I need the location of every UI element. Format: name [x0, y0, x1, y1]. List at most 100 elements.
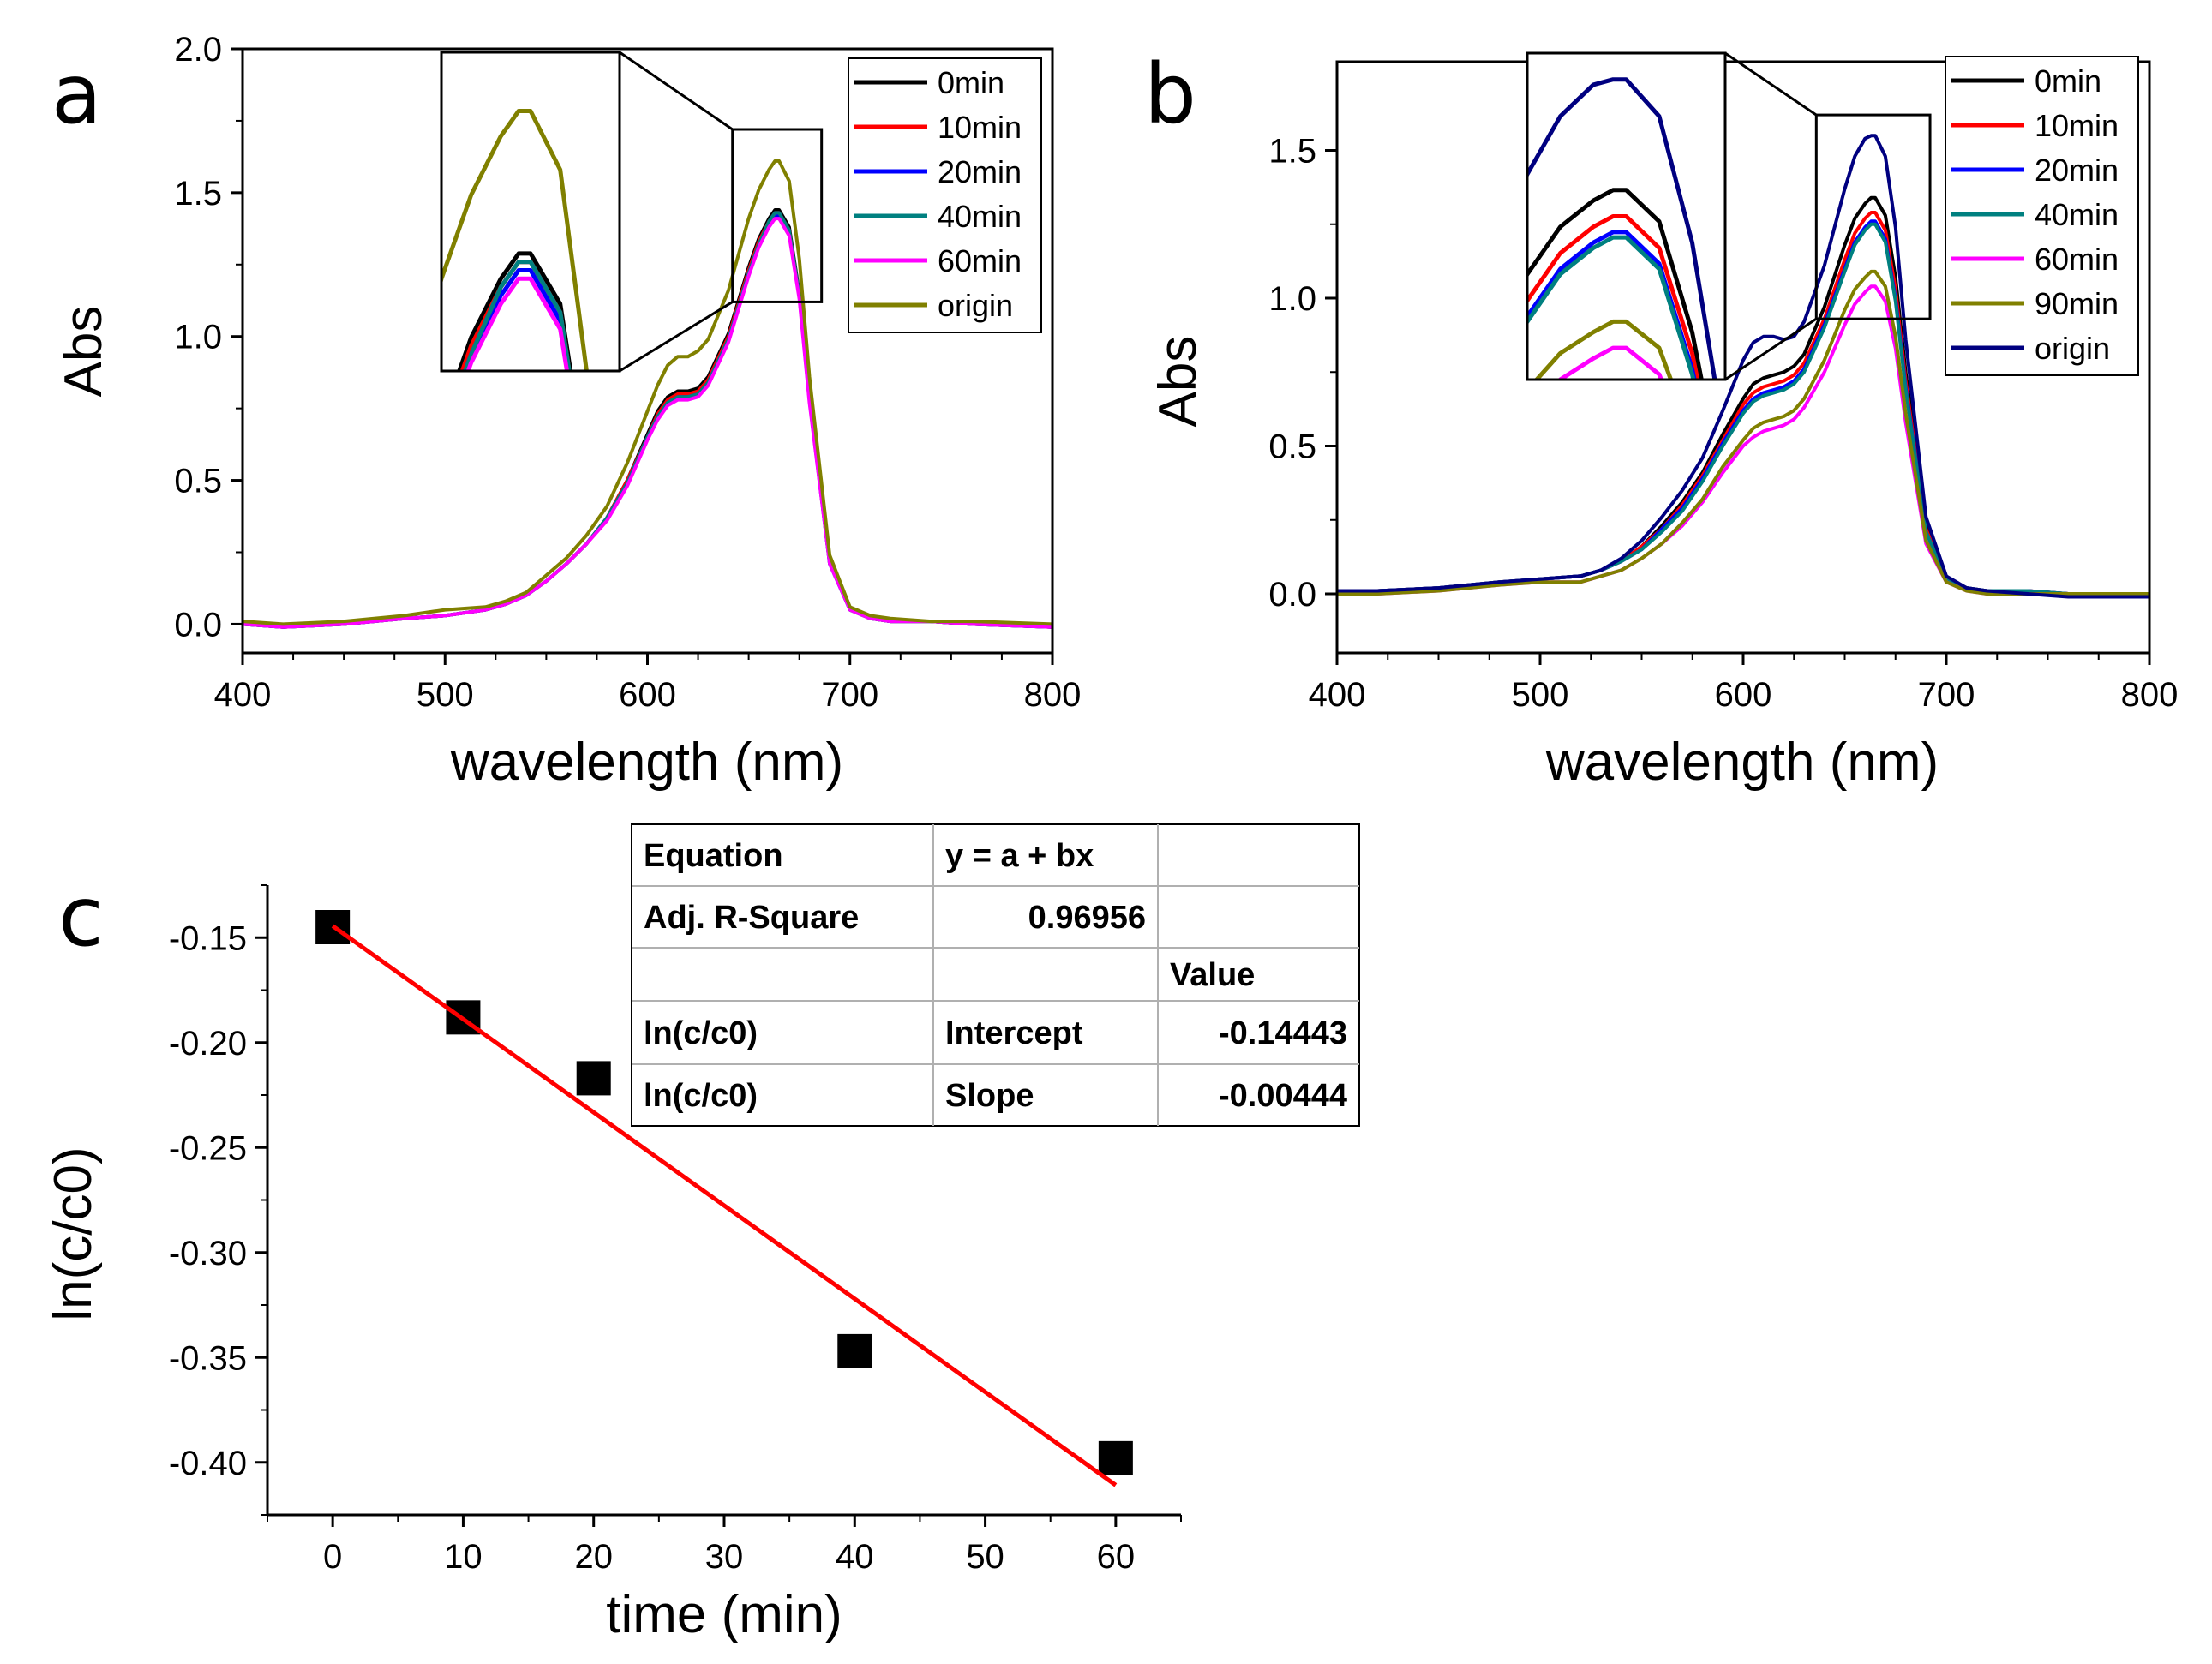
panel-b-inset-line-90min	[1533, 319, 1674, 380]
panel-a-plot-area: 400 500 600 700 800 0.0 0.5 1.0 1.5 2.0	[174, 31, 1081, 714]
panel-b-y-tick-label: 0.5	[1268, 428, 1316, 466]
panel-c-x-tick-label: 60	[1097, 1538, 1136, 1576]
panel-a-zoom-connector	[619, 301, 734, 373]
panel-a-y-tick-label: 0.5	[174, 463, 222, 500]
panel-b-inset-line-20min	[1527, 230, 1697, 380]
panel-a-y-tick-label: 1.5	[174, 175, 222, 212]
panel-b-zoom-connector	[1724, 317, 1818, 381]
panel-c-x-tick-label: 40	[836, 1538, 874, 1576]
panel-b-series-line-90min	[1337, 269, 2149, 596]
panel-b-plot-area: 400 500 600 700 800 0.0 0.5 1.0 1.5	[1268, 60, 2179, 714]
panel-c-fit-table-cell: Intercept	[945, 1015, 1083, 1051]
panel-b-zoom-box	[1814, 113, 1932, 320]
panel-b-legend-label: 90min	[2035, 286, 2119, 321]
panel-b-legend-label: 20min	[2035, 153, 2119, 188]
panel-b-legend: 0min 10min 20min 40min 60min 90min origin	[1945, 56, 2139, 376]
panel-c-fit-table: Equation y = a + bx Adj. R-Square 0.96956 Va…	[631, 823, 1360, 1127]
panel-a-y-tick-label: 2.0	[174, 31, 222, 69]
panel-c-fit-table-cell: Adj. R-Square	[644, 900, 859, 936]
panel-c-fit-table-cell: Value	[1170, 957, 1255, 993]
panel-a-zoom-connector	[619, 51, 734, 131]
panel-b-legend-label: origin	[2035, 331, 2110, 366]
panel-a-y-tick-label: 1.0	[174, 319, 222, 356]
panel-b-inset-line-40min	[1527, 235, 1696, 380]
panel-c-y-tick-label: -0.15	[169, 919, 247, 957]
panel-a-series-group	[243, 159, 1052, 629]
panel-a-inset-frame	[440, 51, 621, 373]
panel-b-x-tick-label: 600	[1715, 676, 1772, 714]
panel-c-plot-area: 0 10 20 30 40 50 60 -0.15 -0.20 -0.25 -0.30 -0.35 -0…	[169, 884, 1182, 1576]
panel-b-zoom-connector	[1724, 51, 1818, 117]
panel-b-legend-label: 60min	[2035, 242, 2119, 277]
panel-a-legend-label: 20min	[938, 154, 1022, 189]
panel-c-y-tick-label: -0.25	[169, 1129, 247, 1167]
panel-b-inset	[1526, 51, 1932, 381]
panel-b-y-tick-label: 1.0	[1268, 280, 1316, 318]
panel-b-y-tick-label: 0.0	[1268, 576, 1316, 614]
panel-c-y-tick-label: -0.30	[169, 1235, 247, 1272]
panel-a-series-line-60min	[243, 217, 1052, 629]
panel-a-legend-label: 0min	[938, 65, 1004, 100]
panel-a-y-tick-label: 0.0	[174, 606, 222, 643]
panel-b-y-tick-label: 1.5	[1268, 133, 1316, 171]
panel-c-fit-table-cell: ln(c/c0)	[644, 1078, 758, 1114]
panel-b-legend-label: 0min	[2035, 63, 2101, 99]
panel-c-x-tick-label: 30	[705, 1538, 744, 1576]
panel-b-legend-label: 10min	[2035, 108, 2119, 143]
panel-c-fit-table-cell: -0.00444	[1219, 1078, 1347, 1114]
panel-b-legend-label: 40min	[2035, 197, 2119, 232]
panel-a-inset	[440, 51, 824, 373]
panel-c-x-tick-label: 20	[574, 1538, 613, 1576]
panel-c: c 0 10 20 30 40 50 60 -0.15 -0.20 -0.25 -0.30 -0.35…	[44, 823, 1360, 1644]
panel-c-x-tick-label: 10	[444, 1538, 483, 1576]
panel-a-legend-label: 40min	[938, 199, 1022, 234]
panel-b-x-tick-label: 800	[2121, 676, 2179, 714]
panel-c-x-tick-label: 50	[966, 1538, 1004, 1576]
panel-a: a 400 500 600 700 800 0.0 0.5 1.0 1.5 2.0 0min 10m…	[51, 31, 1081, 792]
panel-b-x-axis-label: wavelength (nm)	[1545, 733, 1939, 792]
panel-a-inset-bg	[441, 52, 620, 371]
panel-c-fit-table-cell: ln(c/c0)	[644, 1015, 758, 1051]
panel-c-x-tick-label: 0	[323, 1538, 342, 1576]
panel-a-x-tick-label: 600	[619, 676, 676, 714]
panel-b-x-tick-label: 500	[1512, 676, 1569, 714]
panel-c-data-point	[576, 1061, 611, 1096]
panel-c-fit-table-cell: 0.96956	[1028, 900, 1146, 936]
panel-c-fit-table-cell: Equation	[644, 838, 783, 874]
panel-b-inset-frame	[1526, 51, 1727, 381]
panel-a-x-tick-label: 800	[1024, 676, 1082, 714]
panel-a-zoom-box	[731, 128, 824, 303]
panel-b-series-group	[1337, 134, 2149, 599]
panel-a-x-tick-label: 400	[214, 676, 272, 714]
panel-b-x-tick-label: 400	[1309, 676, 1366, 714]
panel-b-y-axis-label: Abs	[1148, 336, 1208, 428]
panel-c-y-tick-label: -0.20	[169, 1025, 247, 1062]
panel-a-x-tick-label: 700	[821, 676, 878, 714]
panel-c-data-point	[1098, 1440, 1133, 1475]
panel-a-x-axis-label: wavelength (nm)	[450, 733, 843, 792]
panel-a-legend-label: origin	[938, 288, 1013, 323]
panel-a-legend-label: 10min	[938, 110, 1022, 145]
panel-b: b 400 500 600 700 800 0.0 0.5 1.0 1.5 0min 10min 2…	[1144, 46, 2179, 792]
panel-c-fit-table-cell: y = a + bx	[945, 838, 1094, 874]
panel-c-y-tick-label: -0.35	[169, 1339, 247, 1377]
panel-a-series-line-origin	[243, 159, 1052, 626]
panel-b-x-tick-label: 700	[1918, 676, 1975, 714]
panel-c-x-axis-label: time (min)	[606, 1585, 842, 1644]
panel-a-legend-label: 60min	[938, 243, 1022, 278]
panel-b-letter: b	[1144, 46, 1196, 142]
panel-a-legend-box	[848, 57, 1042, 333]
panel-a-x-tick-label: 500	[417, 676, 474, 714]
panel-c-fit-table-cell: Slope	[945, 1078, 1034, 1114]
panel-a-letter: a	[51, 46, 102, 142]
panel-c-fit-line	[331, 924, 1118, 1487]
panel-c-letter: c	[58, 869, 104, 965]
panel-c-y-axis-label: ln(c/c0)	[44, 1146, 103, 1320]
panel-a-legend: 0min 10min 20min 40min 60min origin	[848, 57, 1042, 333]
panel-c-fit-table-frame	[631, 823, 1360, 1127]
panel-a-y-axis-label: Abs	[54, 306, 113, 398]
panel-c-fit-table-cell: -0.14443	[1219, 1015, 1347, 1051]
panel-c-data-point	[837, 1333, 872, 1368]
panel-c-y-tick-label: -0.40	[169, 1445, 247, 1482]
